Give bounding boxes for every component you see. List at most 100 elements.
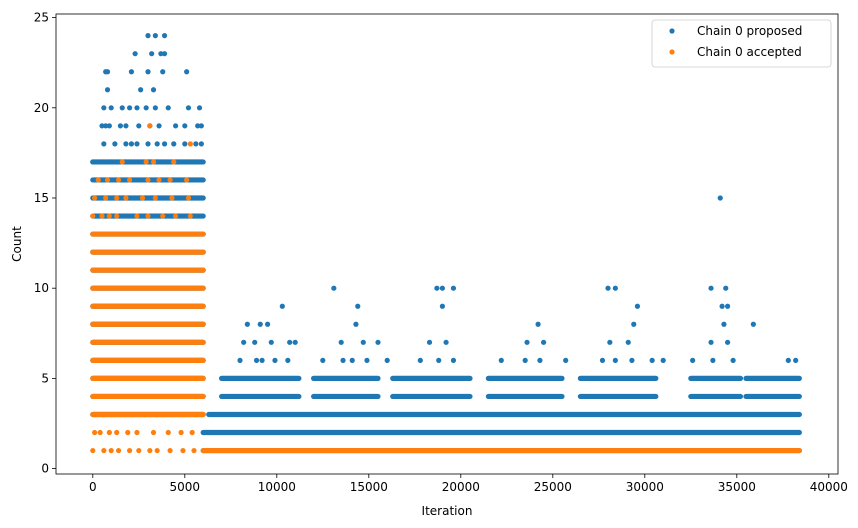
data-point xyxy=(143,105,149,111)
data-point xyxy=(154,159,160,165)
data-point xyxy=(272,357,278,363)
data-point xyxy=(443,339,449,345)
data-point xyxy=(524,339,530,345)
data-point xyxy=(106,429,112,436)
data-point xyxy=(793,357,799,363)
data-point xyxy=(147,447,153,454)
data-point xyxy=(331,285,337,291)
series-accepted xyxy=(90,123,802,454)
data-point xyxy=(154,141,160,147)
data-point xyxy=(145,69,151,75)
x-tick-label: 0 xyxy=(89,480,97,494)
legend-marker-proposed xyxy=(669,28,675,34)
data-point xyxy=(426,339,433,345)
data-point xyxy=(92,429,98,436)
data-point xyxy=(607,339,613,345)
data-point xyxy=(612,357,618,363)
data-point xyxy=(717,195,723,201)
y-tick-label: 0 xyxy=(41,462,49,476)
data-point xyxy=(106,213,112,219)
data-point xyxy=(265,321,271,327)
data-point xyxy=(127,177,133,183)
data-point xyxy=(522,357,528,363)
data-point xyxy=(161,33,168,39)
data-point xyxy=(136,123,142,129)
data-point xyxy=(156,123,162,129)
data-point xyxy=(785,357,791,363)
data-point xyxy=(535,321,541,327)
data-point xyxy=(649,357,655,363)
data-point xyxy=(132,51,138,57)
data-point xyxy=(195,159,201,165)
data-point xyxy=(123,123,129,129)
data-point xyxy=(708,285,714,291)
data-point xyxy=(721,321,727,327)
data-point xyxy=(439,285,445,291)
data-point xyxy=(629,357,635,363)
data-point xyxy=(149,51,155,57)
data-point xyxy=(165,429,171,436)
data-point xyxy=(127,447,133,454)
data-point xyxy=(244,321,250,327)
data-point xyxy=(541,339,547,345)
data-point xyxy=(193,141,199,147)
data-point xyxy=(97,429,103,436)
data-point xyxy=(660,357,666,363)
data-point xyxy=(171,159,177,165)
data-point xyxy=(95,159,101,165)
data-point xyxy=(184,159,190,165)
data-point xyxy=(349,357,355,363)
data-point xyxy=(101,105,107,111)
data-point xyxy=(103,195,109,201)
data-point xyxy=(138,87,144,93)
data-point xyxy=(115,159,122,165)
data-point xyxy=(128,141,135,147)
data-point xyxy=(605,285,611,291)
data-point xyxy=(498,357,504,363)
data-point xyxy=(123,159,129,165)
data-point xyxy=(167,447,173,454)
data-point xyxy=(725,339,731,345)
data-point xyxy=(634,303,641,309)
data-point xyxy=(434,285,440,291)
data-point xyxy=(99,123,105,129)
data-point xyxy=(612,285,618,291)
data-point xyxy=(723,285,729,291)
data-point xyxy=(160,69,166,75)
x-axis-label: Iteration xyxy=(422,504,473,518)
x-tick-label: 30000 xyxy=(626,480,664,494)
x-axis: 0 5000 10000 15000 20000 25000 30000 35000 40000 xyxy=(89,474,848,494)
data-point xyxy=(108,105,114,111)
data-point xyxy=(158,51,164,57)
data-point xyxy=(360,339,366,345)
data-point xyxy=(150,87,157,93)
y-axis: 0 5 10 15 20 25 xyxy=(34,11,56,476)
data-point xyxy=(152,105,158,111)
data-point xyxy=(115,177,122,183)
legend: Chain 0 proposed Chain 0 accepted xyxy=(651,19,832,68)
data-point xyxy=(108,159,114,165)
data-point xyxy=(134,213,140,219)
data-point xyxy=(198,123,204,129)
data-point xyxy=(176,159,182,165)
data-point xyxy=(103,123,109,129)
data-point xyxy=(625,339,631,345)
legend-box xyxy=(651,19,832,68)
y-axis-label: Count xyxy=(10,226,24,262)
data-point xyxy=(450,357,457,363)
data-point xyxy=(198,141,204,147)
data-point xyxy=(708,339,714,345)
data-point xyxy=(241,339,247,345)
data-point xyxy=(117,123,123,129)
data-point xyxy=(450,285,457,291)
data-point xyxy=(353,321,359,327)
y-tick-label: 25 xyxy=(34,11,49,25)
data-point xyxy=(285,357,291,363)
data-point xyxy=(178,429,184,436)
data-point xyxy=(152,33,158,39)
data-point xyxy=(320,357,326,363)
x-tick-label: 40000 xyxy=(810,480,848,494)
data-point xyxy=(690,357,696,363)
